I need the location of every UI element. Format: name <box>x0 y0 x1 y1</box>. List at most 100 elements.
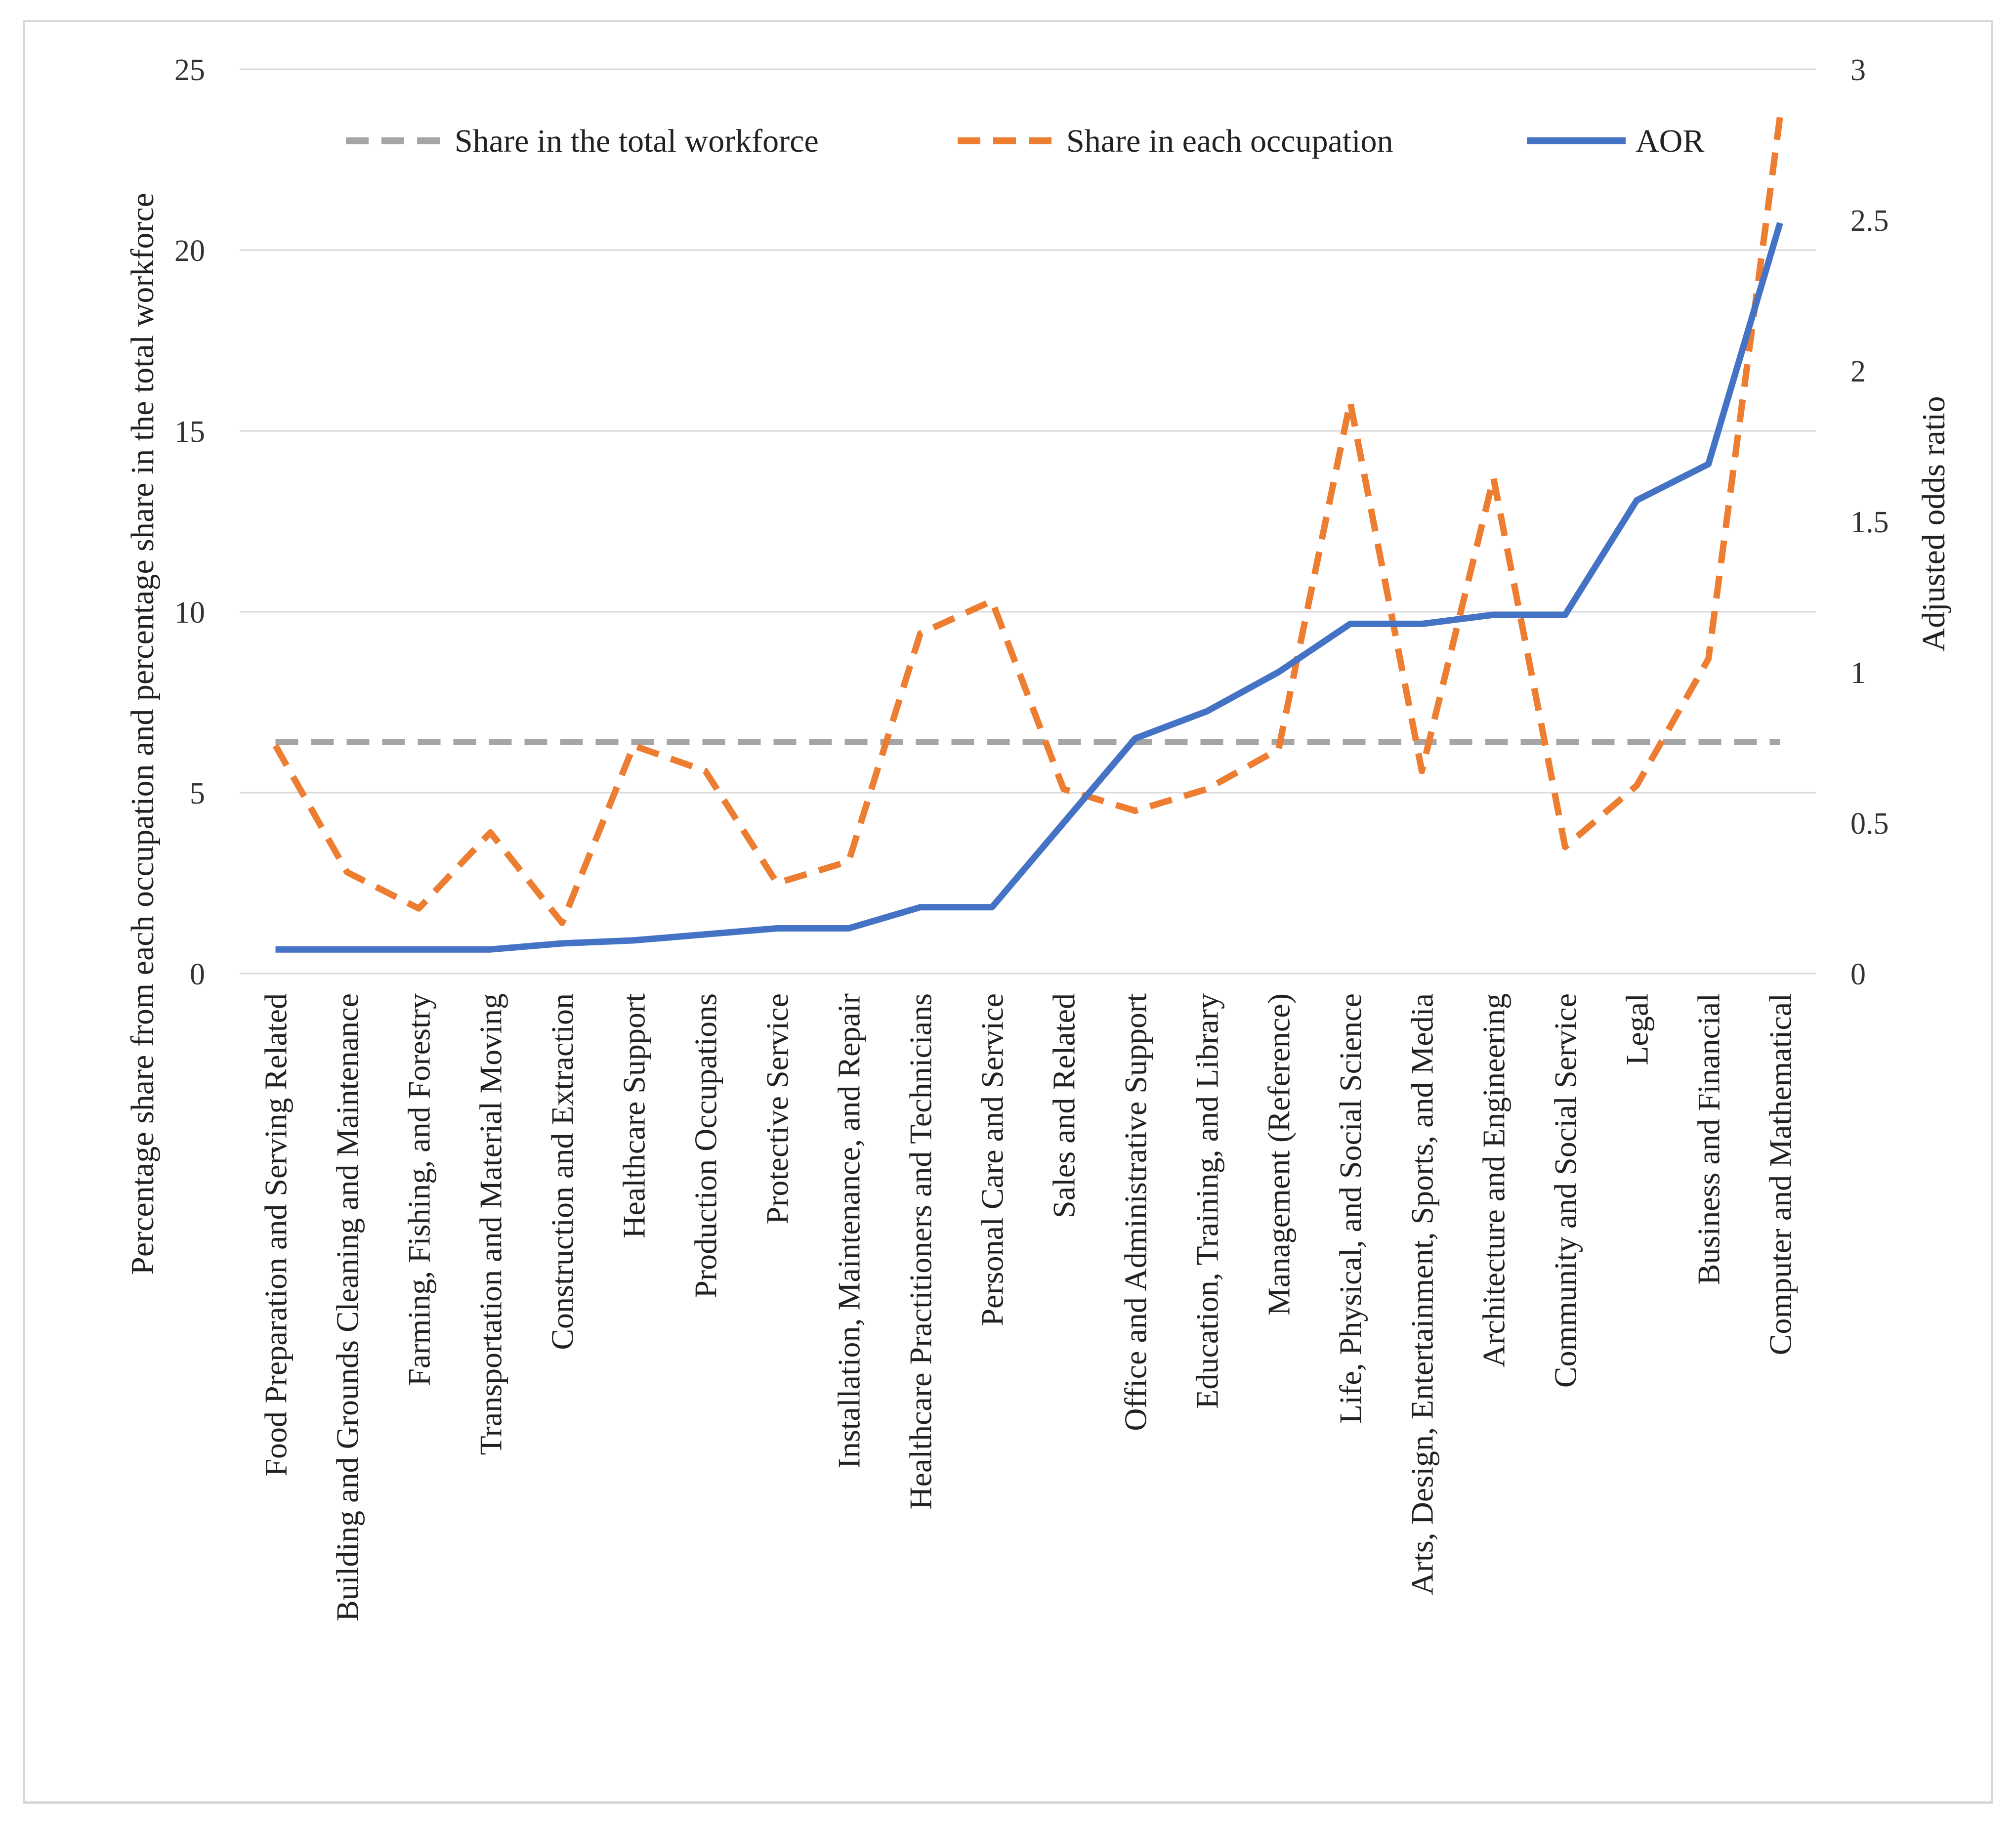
series-2-point <box>1062 821 1066 825</box>
series-2-point <box>345 947 349 951</box>
series-2-point <box>1492 613 1496 617</box>
series-0-point <box>990 740 994 744</box>
series-1-point <box>919 632 923 636</box>
series-0-point <box>847 740 851 744</box>
left-tick-label: 5 <box>190 777 205 810</box>
series-0-point <box>1420 740 1424 744</box>
series-1-point <box>1062 787 1066 791</box>
chart-frame <box>23 20 1993 1804</box>
series-2-point <box>274 947 278 951</box>
right-tick-label: 1 <box>1850 656 1866 690</box>
series-1-point <box>274 744 278 748</box>
series-0-point <box>1778 740 1782 744</box>
series-0-point <box>1348 740 1352 744</box>
legend-label-workforce: Share in the total workforce <box>455 123 819 159</box>
series-0-point <box>1563 740 1567 744</box>
category-label: Management (Reference) <box>1261 993 1297 1316</box>
legend-label-occupation: Share in each occupation <box>1066 123 1393 159</box>
series-2-point <box>1277 670 1281 674</box>
series-0-point <box>775 740 779 744</box>
series-2-point <box>560 941 564 945</box>
series-1-point <box>847 859 851 863</box>
series-1-point <box>990 599 994 603</box>
series-1-point <box>560 921 564 925</box>
category-label: Personal Care and Service <box>975 993 1010 1326</box>
series-2-point <box>489 947 493 951</box>
category-label: Protective Service <box>760 993 795 1224</box>
series-line-2 <box>275 222 1783 953</box>
series-1-point <box>1205 787 1209 791</box>
series-2-point <box>1563 613 1567 617</box>
series-2-point <box>1635 498 1639 502</box>
series-1-point <box>1134 809 1137 813</box>
category-label: Production Occupations <box>688 993 723 1298</box>
right-tick-label: 1.5 <box>1850 506 1889 539</box>
category-label: Sales and Related <box>1047 993 1082 1218</box>
series-1-point <box>1277 747 1281 751</box>
series-2-point <box>1778 221 1782 225</box>
series-2-point <box>847 927 851 931</box>
series-1-point <box>1492 476 1496 480</box>
category-label: Food Preparation and Serving Related <box>258 993 294 1477</box>
category-label: Life, Physical, and Social Science <box>1333 993 1368 1424</box>
series-0-point <box>919 740 923 744</box>
series-2-point <box>1205 709 1209 713</box>
category-label: Healthcare Support <box>617 993 652 1238</box>
right-tick-label: 0.5 <box>1850 807 1889 841</box>
series-0-point <box>1205 740 1209 744</box>
left-tick-label: 20 <box>174 234 205 268</box>
series-0-point <box>632 740 636 744</box>
right-tick-label: 2.5 <box>1850 204 1889 238</box>
series-1-point <box>1348 400 1352 404</box>
category-label: Building and Grounds Cleaning and Mainte… <box>330 993 365 1621</box>
series-2-point <box>1134 736 1137 740</box>
series-0-point <box>1062 740 1066 744</box>
category-label: Legal <box>1620 993 1655 1065</box>
series-1-point <box>489 831 493 835</box>
series-2-point <box>632 938 636 942</box>
category-label: Community and Social Service <box>1548 993 1583 1388</box>
series-2-point <box>919 905 923 909</box>
series-1-point <box>704 769 708 773</box>
series-0-point <box>489 740 493 744</box>
series-lines <box>272 114 1783 953</box>
category-label: Healthcare Practitioners and Technicians <box>903 993 938 1510</box>
series-1-point <box>1778 114 1782 118</box>
series-1-point <box>345 870 349 874</box>
category-label: Education, Training, and Library <box>1190 993 1225 1409</box>
right-axis-title: Adjusted odds ratio <box>1916 396 1952 652</box>
right-axis-ticks: 0 0.5 1 1.5 2 2.5 3 <box>1850 53 1889 991</box>
gridlines <box>240 68 1816 975</box>
series-1-point <box>1420 769 1424 773</box>
category-label: Farming, Fishing, and Forestry <box>402 993 437 1386</box>
series-2-point <box>1420 622 1424 626</box>
left-tick-label: 0 <box>190 958 205 991</box>
series-2-point <box>1348 622 1352 626</box>
series-2-point <box>775 927 779 931</box>
series-1-point <box>1707 657 1711 661</box>
category-labels: Food Preparation and Serving Related Buil… <box>258 993 1798 1621</box>
left-axis-title: Percentage share from each occupation an… <box>125 193 161 1275</box>
series-1-point <box>1635 783 1639 787</box>
series-2-point <box>704 933 708 936</box>
series-0-point <box>704 740 708 744</box>
category-label: Arts, Design, Entertainment, Sports, and… <box>1405 993 1440 1595</box>
category-label: Computer and Mathematical <box>1763 993 1798 1355</box>
series-2-point <box>417 947 421 951</box>
category-label: Business and Financial <box>1691 993 1726 1285</box>
series-1-point <box>775 881 779 885</box>
series-1-point <box>417 906 421 910</box>
series-1-point <box>1563 845 1567 849</box>
category-label: Architecture and Engineering <box>1476 993 1512 1367</box>
right-tick-label: 0 <box>1850 958 1866 991</box>
left-tick-label: 25 <box>174 53 205 87</box>
left-tick-label: 15 <box>174 415 205 449</box>
series-0-point <box>417 740 421 744</box>
category-label: Transportation and Material Moving <box>473 993 508 1455</box>
category-label: Installation, Maintenance, and Repair <box>832 993 867 1468</box>
category-label: Office and Administrative Support <box>1118 993 1153 1431</box>
series-0-point <box>345 740 349 744</box>
right-tick-label: 2 <box>1850 355 1866 388</box>
right-tick-label: 3 <box>1850 53 1866 87</box>
